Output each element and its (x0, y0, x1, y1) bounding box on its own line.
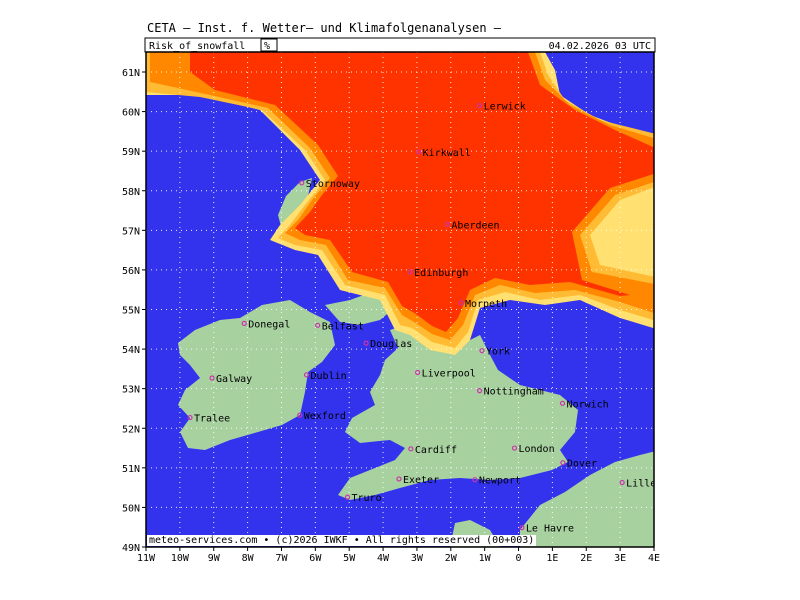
city-label: Galway (216, 374, 252, 385)
latitude-label: 58N (122, 187, 140, 198)
latitude-label: 49N (122, 543, 140, 554)
snowfall-risk-field (146, 52, 654, 355)
city-label: Le Havre (526, 524, 574, 535)
city-marker (472, 477, 478, 483)
city-marker (415, 369, 421, 376)
latitude-label: 53N (122, 385, 140, 396)
city-marker (476, 388, 483, 394)
city-marker (344, 494, 351, 500)
longitude-label: 7W (275, 553, 288, 564)
longitude-label: 1W (479, 553, 492, 564)
longitude-label: 11W (137, 553, 156, 564)
latitude-label: 60N (122, 108, 140, 119)
city-label: York (486, 347, 510, 358)
latitude-label: 55N (122, 306, 140, 317)
latitude-label: 51N (122, 464, 140, 475)
city-label: Belfast (322, 321, 364, 332)
city-marker (559, 400, 566, 406)
longitude-label: 8W (242, 553, 255, 564)
latitude-label: 54N (122, 345, 140, 356)
city-label: Dublin (311, 371, 347, 382)
ireland-landmass (178, 300, 335, 450)
city-label: Truro (352, 493, 382, 504)
city-label: Stornoway (306, 179, 360, 190)
city-marker (303, 372, 310, 378)
france-landmass (520, 451, 654, 547)
city-label: Kirkwall (423, 148, 471, 159)
city-marker (315, 322, 321, 328)
city-marker (187, 414, 193, 421)
city-label: Douglas (370, 339, 412, 350)
longitude-label: 1E (546, 553, 558, 564)
city-marker (619, 479, 625, 486)
city-marker (444, 221, 451, 227)
city-label: Lerwick (484, 102, 526, 113)
city-marker (407, 269, 413, 275)
city-marker (408, 446, 414, 452)
longitude-label: 2E (580, 553, 592, 564)
map-area: Lerwick Kirkwall Stornoway Aberdeen Edinburg… (146, 52, 656, 547)
longitude-label: 3W (411, 553, 424, 564)
city-label: Newport (479, 476, 521, 487)
risk-band-high (190, 52, 654, 332)
unit-box (260, 38, 278, 52)
city-marker (416, 149, 422, 155)
longitude-label: 6W (309, 553, 322, 564)
city-marker (297, 412, 303, 418)
latitude-label: 52N (122, 424, 140, 435)
latitude-label: 59N (122, 147, 140, 158)
institute-title: CETA – Inst. f. Wetter– und Klimafolgena… (147, 21, 502, 35)
longitude-label: 10W (171, 553, 190, 564)
longitude-label: 2W (445, 553, 458, 564)
city-marker (363, 340, 369, 346)
city-marker (476, 103, 483, 109)
city-label: Donegal (248, 319, 290, 330)
city-label: Lille (626, 478, 656, 489)
city-label: Tralee (194, 414, 230, 425)
city-marker (511, 445, 518, 451)
city-label: Norwich (567, 399, 609, 410)
map-axes: 61N60N59N58N57N56N55N54N53N52N51N50N49N1… (122, 68, 660, 564)
outer-hebrides (278, 178, 312, 230)
city-label: Wexford (304, 411, 346, 422)
city-marker (560, 460, 566, 466)
scotland-west-coast (325, 292, 392, 325)
parameter-unit: % (264, 41, 270, 52)
city-label: Liverpool (422, 368, 476, 379)
city-label: Aberdeen (451, 220, 499, 231)
valid-time: 04.02.2026 03 UTC (549, 41, 651, 52)
city-marker (396, 476, 402, 482)
land-areas (178, 178, 654, 547)
city-label: Edinburgh (414, 268, 468, 279)
city-label: Dover (567, 459, 597, 470)
longitude-label: 0 (516, 553, 522, 564)
longitude-label: 9W (208, 553, 221, 564)
city-marker (299, 180, 305, 186)
latitude-label: 56N (122, 266, 140, 277)
city-label: London (518, 444, 554, 455)
longitude-label: 3E (614, 553, 626, 564)
city-marker (209, 375, 215, 381)
city-marker (458, 300, 464, 306)
city-label: Nottingham (484, 387, 544, 398)
parameter-name: Risk_of_snowfall (149, 41, 245, 52)
longitude-label: 4E (648, 553, 660, 564)
latitude-label: 50N (122, 503, 140, 514)
city-label: Cardiff (415, 445, 457, 456)
city-label: Morpeth (465, 299, 507, 310)
longitude-label: 5W (343, 553, 356, 564)
city-markers: Lerwick Kirkwall Stornoway Aberdeen Edinburg… (187, 102, 656, 535)
copyright-footer: meteo-services.com • (c)2026 IWKF • All … (147, 535, 537, 546)
latitude-label: 61N (122, 68, 140, 79)
city-marker (241, 320, 247, 326)
city-marker (519, 525, 525, 531)
latitude-label: 57N (122, 226, 140, 237)
longitude-label: 4W (377, 553, 390, 564)
city-marker (479, 348, 485, 354)
map-frame (145, 51, 655, 548)
great-britain-landmass (338, 325, 578, 500)
city-label: Exeter (403, 475, 439, 486)
